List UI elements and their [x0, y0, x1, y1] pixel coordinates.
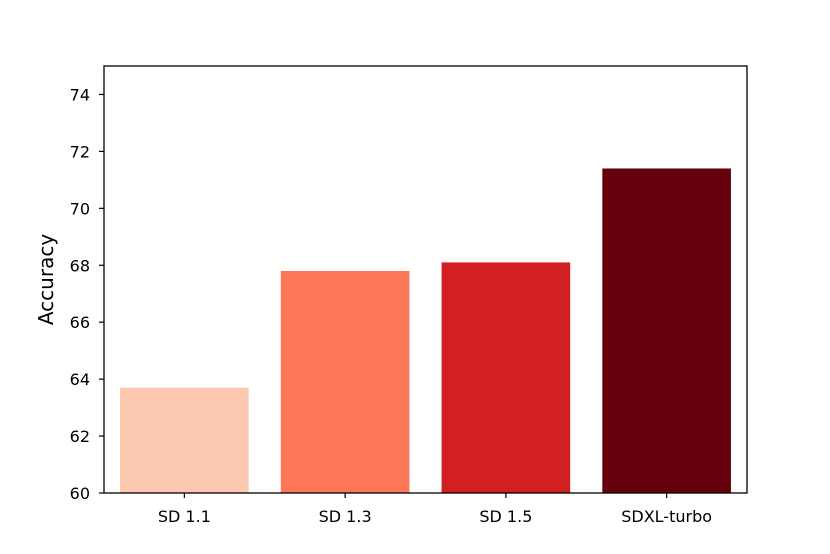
y-tick-label: 62: [70, 427, 90, 446]
y-tick-label: 64: [70, 370, 90, 389]
y-axis-label: Accuracy: [34, 234, 58, 325]
x-tick-label: SD 1.5: [479, 507, 532, 526]
x-tick-label: SDXL-turbo: [621, 507, 712, 526]
y-tick-label: 70: [70, 199, 90, 218]
bar-sd-1-1: [120, 387, 249, 493]
bar-sd-1-5: [441, 262, 571, 493]
y-tick-label: 60: [70, 484, 90, 503]
bar-sdxl-turbo: [602, 168, 731, 494]
plot-frame: [103, 65, 748, 494]
x-axis-ticks: SD 1.1 SD 1.3 SD 1.5 SDXL-turbo: [158, 493, 712, 526]
bar-sd-1-3: [280, 270, 410, 493]
bars-group: [120, 168, 731, 494]
y-tick-label: 68: [70, 256, 90, 275]
y-tick-label: 66: [70, 313, 90, 332]
x-tick-label: SD 1.1: [158, 507, 211, 526]
x-tick-label: SD 1.3: [319, 507, 372, 526]
y-tick-label: 72: [70, 142, 90, 161]
y-tick-label: 74: [70, 85, 90, 104]
y-axis-ticks: 60 62 64 66 68 70 72 74: [70, 85, 104, 503]
